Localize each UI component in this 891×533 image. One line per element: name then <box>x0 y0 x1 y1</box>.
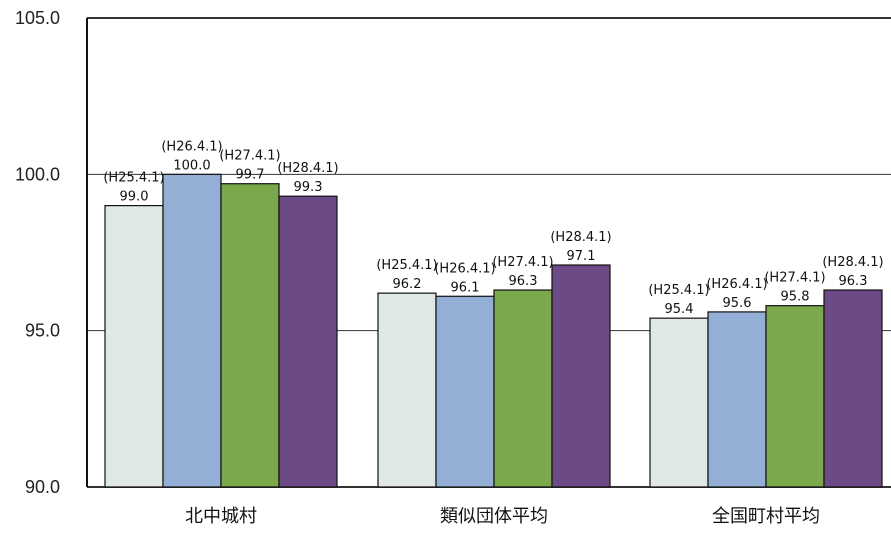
bar <box>551 264 611 488</box>
data-label: 97.1 <box>567 249 596 264</box>
data-label: 99.3 <box>294 180 323 195</box>
period-label: (H27.4.1) <box>492 255 553 270</box>
data-label: 96.1 <box>451 280 480 295</box>
bar <box>278 195 338 488</box>
data-label: 95.6 <box>723 296 752 311</box>
bar <box>162 173 222 488</box>
data-label: 96.3 <box>509 274 538 289</box>
period-label: (H28.4.1) <box>277 161 338 176</box>
bar <box>377 292 437 488</box>
bar <box>104 205 164 488</box>
category-label: 類似団体平均 <box>440 506 548 527</box>
y-tick-label: 95.0 <box>25 321 60 341</box>
bar <box>435 295 495 488</box>
bar <box>765 305 825 488</box>
bar <box>707 311 767 488</box>
data-label: 99.0 <box>120 190 149 205</box>
data-label: 95.8 <box>781 290 810 305</box>
bar <box>649 317 709 488</box>
data-label: 95.4 <box>665 302 694 317</box>
y-tick-label: 90.0 <box>25 477 60 497</box>
data-label: 96.3 <box>839 274 868 289</box>
period-label: (H25.4.1) <box>103 171 164 186</box>
period-label: (H25.4.1) <box>376 258 437 273</box>
category-label: 北中城村 <box>185 506 257 527</box>
bar <box>823 289 883 488</box>
period-label: (H27.4.1) <box>219 149 280 164</box>
period-label: (H26.4.1) <box>434 261 495 276</box>
y-tick-label: 100.0 <box>15 164 60 184</box>
data-label: 96.2 <box>393 277 422 292</box>
bar <box>493 289 553 488</box>
period-label: (H26.4.1) <box>161 139 222 154</box>
bar <box>220 183 280 488</box>
y-tick-label: 105.0 <box>15 8 60 28</box>
period-label: (H28.4.1) <box>822 255 883 270</box>
data-label: 99.7 <box>236 168 265 183</box>
period-label: (H26.4.1) <box>706 277 767 292</box>
period-label: (H28.4.1) <box>550 230 611 245</box>
data-label: 100.0 <box>173 158 210 173</box>
category-label: 全国町村平均 <box>712 506 820 527</box>
period-label: (H27.4.1) <box>764 271 825 286</box>
period-label: (H25.4.1) <box>648 283 709 298</box>
